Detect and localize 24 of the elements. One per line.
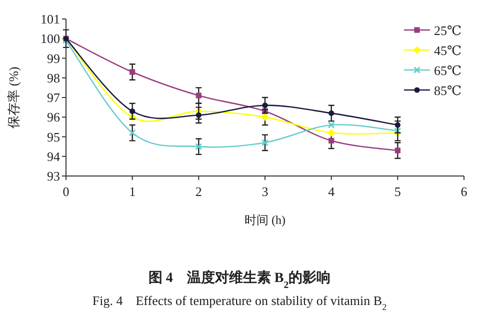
legend-label: 65℃ bbox=[434, 63, 462, 78]
x-axis-title: 时间 (h) bbox=[244, 213, 286, 227]
y-tick-label: 96 bbox=[47, 110, 60, 125]
x-tick-label: 4 bbox=[328, 184, 336, 199]
y-tick-label: 99 bbox=[47, 50, 60, 66]
y-tick-label: 98 bbox=[47, 70, 60, 86]
legend-label: 25℃ bbox=[434, 23, 462, 38]
y-tick-label: 100 bbox=[40, 31, 60, 46]
y-axis-title: 保存率 (%) bbox=[6, 66, 21, 128]
y-tick-label: 101 bbox=[40, 12, 60, 26]
x-tick-label: 0 bbox=[62, 184, 70, 199]
text: 图 4 温度对维生素 B$_{2}$的影响 bbox=[148, 269, 331, 290]
y-tick-label: 95 bbox=[47, 129, 60, 144]
x-tick-label: 5 bbox=[394, 184, 401, 199]
y-tick-label: 93 bbox=[47, 168, 60, 184]
y-tick-label: 94 bbox=[47, 148, 60, 164]
x-tick-label: 3 bbox=[262, 184, 268, 199]
x-tick-label: 1 bbox=[129, 184, 136, 199]
y-tick-label: 97 bbox=[47, 90, 60, 105]
text: Fig. 4 Effects of temperature on stability of vitamin B$_{2}$ bbox=[92, 293, 388, 312]
legend-label: 45℃ bbox=[434, 43, 462, 58]
legend-label: 85℃ bbox=[434, 83, 462, 98]
x-tick-label: 2 bbox=[195, 184, 202, 199]
x-tick-label: 6 bbox=[460, 184, 468, 199]
